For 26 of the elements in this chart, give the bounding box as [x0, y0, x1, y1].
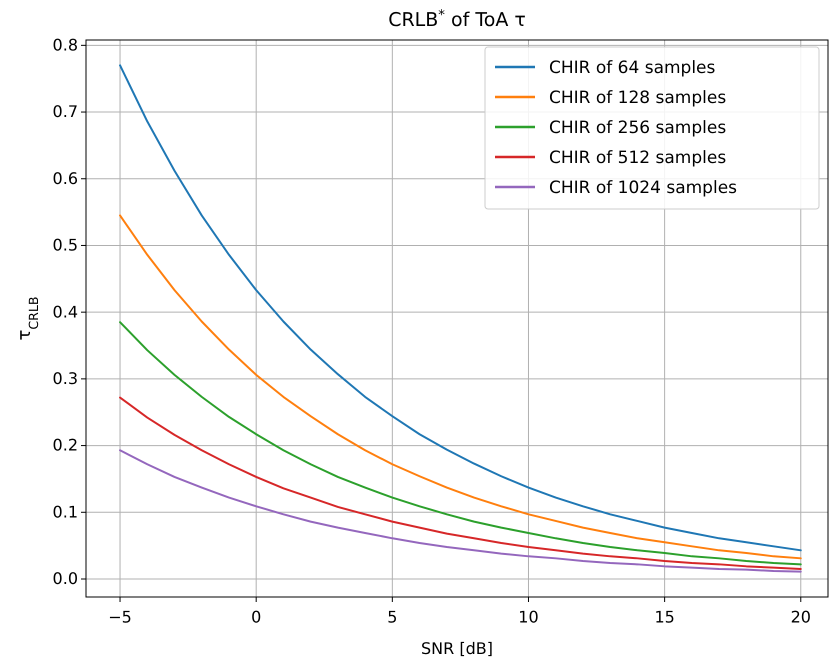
x-tick-label: 0: [251, 608, 262, 627]
legend-label: CHIR of 256 samples: [549, 118, 726, 138]
y-tick-label: 0.3: [52, 368, 78, 388]
y-tick-label: 0.6: [52, 168, 78, 188]
legend-label: CHIR of 64 samples: [549, 58, 716, 78]
y-tick-label: 0.7: [52, 102, 78, 122]
legend-label: CHIR of 512 samples: [549, 148, 726, 168]
x-tick-label: −5: [108, 608, 132, 627]
x-axis-title: SNR [dB]: [421, 639, 493, 658]
x-tick-label: 20: [790, 608, 811, 627]
chart-title: CRLB$^{*}$ of ToA τ: [388, 8, 526, 31]
y-tick-label: 0.4: [52, 302, 78, 322]
line-series: [119, 214, 802, 560]
y-tick-label: 0.2: [52, 436, 78, 455]
y-tick-label: 0.8: [52, 35, 78, 54]
y-tick-label: 0.1: [52, 502, 78, 522]
line-series: [119, 449, 802, 573]
legend-label: CHIR of 128 samples: [549, 88, 726, 108]
x-tick-label: 5: [387, 608, 398, 627]
x-tick-label: 15: [654, 608, 675, 627]
x-tick-label: 10: [518, 608, 539, 627]
line-series: [119, 396, 802, 570]
y-tick-label: 0.0: [52, 569, 78, 588]
y-tick-label: 0.5: [52, 236, 78, 255]
legend-label: CHIR of 1024 samples: [549, 178, 738, 198]
line-series: [119, 321, 802, 566]
